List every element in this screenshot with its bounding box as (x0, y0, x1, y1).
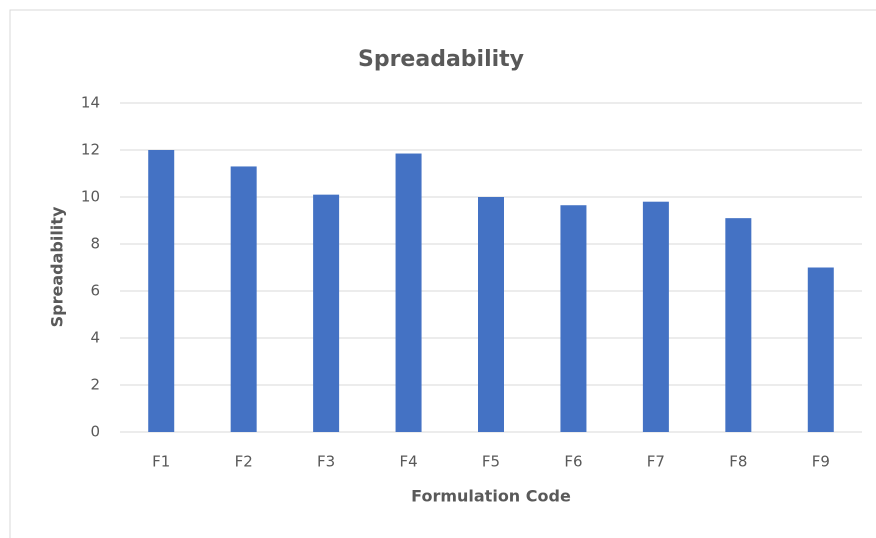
y-tick-label: 8 (90, 235, 100, 253)
bar (560, 205, 587, 432)
bar (725, 218, 752, 432)
bar (148, 150, 175, 432)
bar (807, 267, 834, 432)
x-tick-label: F4 (399, 453, 417, 471)
bar (395, 153, 422, 432)
x-tick-label: F8 (729, 453, 747, 471)
y-tick-label: 4 (90, 329, 100, 347)
y-tick-label: 0 (90, 423, 100, 441)
y-tick-label: 10 (81, 188, 100, 206)
bar (313, 194, 340, 432)
x-tick-label: F1 (152, 453, 170, 471)
chart-title: Spreadability (358, 47, 524, 72)
x-tick-label: F7 (647, 453, 665, 471)
x-axis-title: Formulation Code (411, 487, 571, 506)
x-tick-label: F9 (812, 453, 830, 471)
y-tick-label: 12 (81, 141, 100, 159)
x-tick-label: F2 (235, 453, 253, 471)
x-tick-label: F5 (482, 453, 500, 471)
bar (642, 201, 669, 432)
bar (230, 166, 257, 432)
bar (478, 197, 504, 432)
y-tick-label: 6 (90, 282, 100, 300)
y-tick-label: 2 (90, 376, 100, 394)
y-axis-title: Spreadability (48, 206, 67, 327)
x-tick-label: F6 (564, 453, 582, 471)
y-tick-label: 14 (81, 94, 100, 112)
x-tick-label: F3 (317, 453, 335, 471)
